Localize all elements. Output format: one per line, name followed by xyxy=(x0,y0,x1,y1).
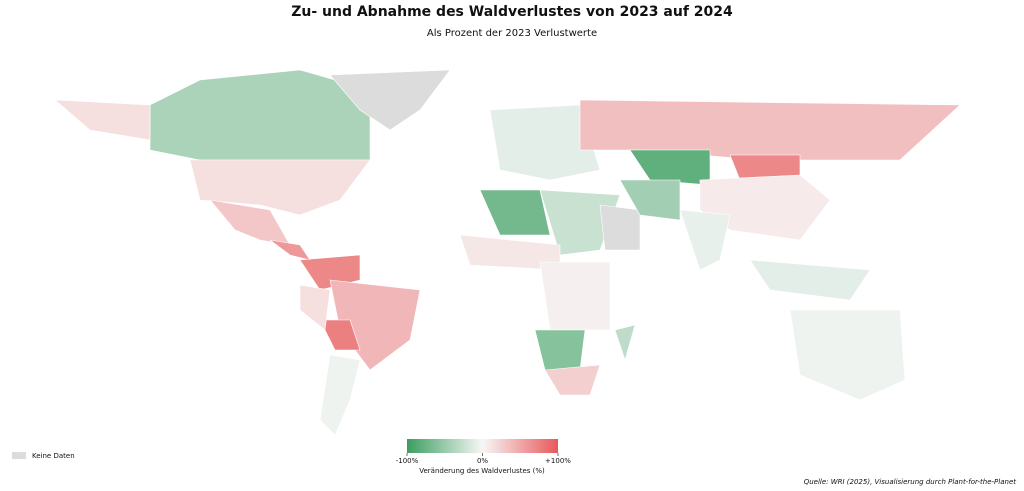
colorbar-label: Veränderung des Waldverlustes (%) xyxy=(419,467,545,475)
chart-subtitle: Als Prozent der 2023 Verlustwerte xyxy=(427,28,597,39)
region xyxy=(614,324,636,362)
region xyxy=(189,159,371,216)
nodata-label: Keine Daten xyxy=(32,452,75,460)
region xyxy=(319,354,361,436)
region xyxy=(539,261,611,331)
colorbar-tick-label: +100% xyxy=(545,457,571,465)
chart-title: Zu- und Abnahme des Waldverlustes von 20… xyxy=(291,4,733,20)
region xyxy=(269,239,311,261)
region xyxy=(54,99,151,141)
region xyxy=(534,329,586,371)
region xyxy=(679,209,731,271)
region xyxy=(749,259,871,301)
region xyxy=(319,319,361,351)
region xyxy=(299,254,361,291)
colorbar xyxy=(407,439,558,453)
region xyxy=(599,204,641,251)
region xyxy=(299,284,331,331)
region xyxy=(489,104,601,181)
colorbar-tick-label: 0% xyxy=(477,457,488,465)
region xyxy=(789,309,906,401)
nodata-swatch xyxy=(12,452,26,459)
region xyxy=(699,174,831,241)
source: Quelle: WRI (2025), Visualisierung durch… xyxy=(804,478,1017,486)
region xyxy=(479,189,551,236)
region xyxy=(329,69,451,131)
region xyxy=(619,179,681,221)
region xyxy=(544,364,601,396)
colorbar-tick-label: -100% xyxy=(396,457,419,465)
